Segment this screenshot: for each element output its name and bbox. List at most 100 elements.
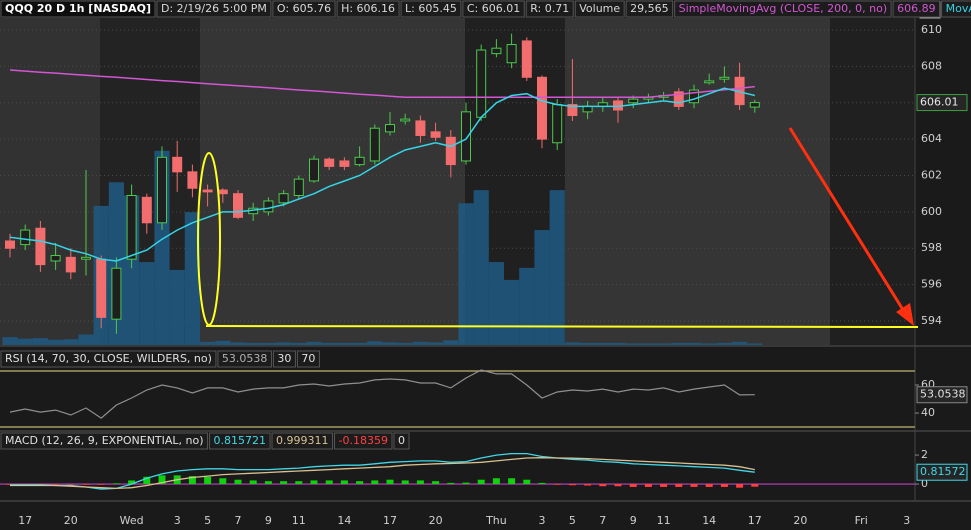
x-tick-label: 11 bbox=[292, 514, 306, 527]
band bbox=[565, 18, 830, 345]
y-tick-label: 598 bbox=[921, 241, 942, 254]
histogram-bar bbox=[356, 481, 364, 485]
bar-info: O: 605.76 bbox=[277, 2, 331, 15]
volume-bar bbox=[32, 338, 48, 345]
candle-body bbox=[354, 156, 365, 166]
histogram-bar bbox=[188, 476, 196, 485]
candle-body bbox=[719, 76, 730, 80]
header-box bbox=[462, 0, 525, 18]
x-tick-label: 7 bbox=[599, 514, 606, 527]
header-box bbox=[0, 432, 209, 450]
histogram-bar bbox=[614, 484, 622, 487]
x-tick-label: 9 bbox=[630, 514, 637, 527]
candle-body bbox=[141, 196, 152, 224]
volume-bar bbox=[367, 341, 383, 345]
band bbox=[200, 18, 465, 345]
header-box bbox=[400, 0, 462, 18]
volume-bar bbox=[245, 342, 261, 345]
legend-entry: SimpleMovingAvg (CLOSE, 200, 0, no) bbox=[679, 2, 887, 15]
indicator-value: 0.999311 bbox=[276, 434, 329, 447]
candle-body bbox=[552, 104, 563, 144]
histogram-bar bbox=[462, 482, 470, 485]
header-box bbox=[334, 432, 393, 450]
indicator-value: 0.815721 bbox=[214, 434, 267, 447]
volume-bar bbox=[48, 339, 64, 345]
support-line bbox=[205, 325, 919, 328]
volume-bar bbox=[276, 342, 292, 345]
histogram-bar bbox=[340, 480, 348, 485]
volume-bar bbox=[230, 342, 246, 345]
histogram-bar bbox=[158, 475, 166, 485]
x-tick-label: 11 bbox=[657, 514, 671, 527]
histogram-bar bbox=[705, 484, 713, 487]
volume-bar bbox=[564, 342, 580, 345]
histogram-bar bbox=[112, 483, 120, 485]
candle-body bbox=[415, 120, 426, 136]
volume-bar bbox=[2, 337, 18, 345]
volume-bar bbox=[336, 342, 352, 345]
last-value-box bbox=[916, 386, 968, 404]
x-tick-label: Thu bbox=[485, 514, 507, 527]
histogram-bar bbox=[538, 482, 546, 485]
y-tick-label: 604 bbox=[921, 132, 942, 145]
volume-bar bbox=[534, 230, 550, 345]
volume-bar bbox=[716, 342, 732, 345]
candle-body bbox=[157, 156, 167, 224]
header-box bbox=[574, 0, 625, 18]
header-box bbox=[156, 0, 272, 18]
x-tick-label: 17 bbox=[748, 514, 762, 527]
y-tick-label: 0 bbox=[921, 477, 928, 490]
header-box bbox=[336, 0, 400, 18]
volume-bar bbox=[625, 343, 641, 345]
x-tick-label: 3 bbox=[174, 514, 181, 527]
candle-body bbox=[582, 105, 593, 113]
bar-info: R: 0.71 bbox=[530, 2, 569, 15]
volume-bar bbox=[215, 340, 231, 345]
histogram-bar bbox=[492, 478, 500, 485]
histogram-bar bbox=[568, 484, 576, 486]
candle-body bbox=[35, 227, 46, 266]
x-tick-label: 17 bbox=[383, 514, 397, 527]
volume-bar bbox=[732, 341, 748, 345]
candle-body bbox=[126, 195, 137, 260]
volume-bar bbox=[443, 340, 459, 345]
last-value-label: 0.81572 bbox=[920, 465, 966, 478]
volume-bar bbox=[260, 342, 276, 345]
band bbox=[830, 18, 915, 345]
macd-line bbox=[10, 457, 755, 490]
header-box bbox=[0, 0, 156, 18]
volume-bar bbox=[306, 341, 322, 345]
volume-bar bbox=[382, 342, 398, 345]
candle-body bbox=[385, 124, 395, 133]
histogram-bar bbox=[219, 478, 227, 485]
histogram-bar bbox=[553, 484, 561, 485]
candle-body bbox=[461, 111, 471, 162]
histogram-bar bbox=[234, 479, 242, 485]
y-tick-label: 594 bbox=[921, 314, 942, 327]
histogram-bar bbox=[295, 481, 303, 485]
volume-bar bbox=[412, 341, 428, 345]
histogram-bar bbox=[508, 478, 516, 485]
y-tick-label: 600 bbox=[921, 205, 942, 218]
candle-body bbox=[278, 193, 289, 204]
candle-body bbox=[673, 91, 684, 107]
header-box bbox=[0, 350, 217, 368]
macd-line bbox=[10, 452, 755, 490]
volume-bar bbox=[63, 339, 79, 345]
candle-body bbox=[430, 131, 441, 138]
x-tick-label: 14 bbox=[337, 514, 351, 527]
x-tick-label: Wed bbox=[120, 514, 144, 527]
volume-bar bbox=[640, 343, 656, 345]
histogram-bar bbox=[523, 479, 531, 485]
histogram-bar bbox=[325, 480, 333, 485]
volume-bar bbox=[200, 341, 216, 345]
candle-body bbox=[5, 240, 15, 249]
candle-body bbox=[217, 189, 228, 195]
volume-bar bbox=[428, 342, 444, 345]
candle-body bbox=[445, 136, 456, 166]
band bbox=[0, 18, 100, 345]
header-box bbox=[209, 432, 271, 450]
volume-value: 29,565 bbox=[630, 2, 669, 15]
volume-bar bbox=[184, 212, 200, 345]
volume-bar bbox=[291, 342, 307, 345]
